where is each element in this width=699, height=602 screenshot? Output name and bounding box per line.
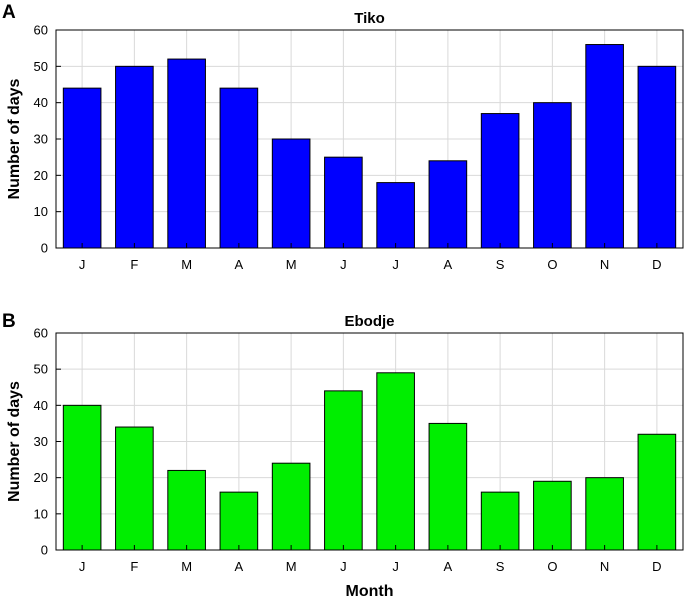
x-tick-label: D (652, 257, 661, 272)
bar-1 (62, 404, 102, 551)
x-tick-label: J (392, 559, 399, 574)
bar-10 (533, 480, 572, 551)
x-tick-label: J (340, 559, 347, 574)
y-tick-label: 30 (34, 132, 48, 147)
bar-3 (167, 469, 206, 551)
bar-6 (324, 390, 363, 551)
x-tick-label: A (235, 559, 244, 574)
y-tick-label: 30 (34, 434, 48, 449)
x-tick-label: M (286, 559, 297, 574)
x-tick-label: S (496, 559, 505, 574)
x-tick-label: M (286, 257, 297, 272)
y-tick-label: 60 (34, 23, 48, 38)
x-tick-label: O (547, 559, 557, 574)
x-tick-label: S (496, 257, 505, 272)
x-tick-label: M (181, 559, 192, 574)
bar-6 (324, 156, 363, 249)
bar-1 (62, 87, 102, 249)
x-tick-label: D (652, 559, 661, 574)
x-tick-label: N (600, 559, 609, 574)
chart-title-ebodje: Ebodje (344, 313, 394, 330)
x-tick-label: J (340, 257, 347, 272)
y-axis-label-tiko: Number of days (6, 78, 23, 199)
bar-8 (428, 160, 468, 249)
x-tick-label: A (444, 559, 453, 574)
x-tick-label: F (130, 257, 138, 272)
panel-tiko: A Tiko Number of days 0 10 20 30 40 50 60 J F M A M… (2, 2, 684, 272)
x-tick-label: J (392, 257, 399, 272)
x-tick-label: J (79, 257, 86, 272)
y-tick-label: 50 (34, 59, 48, 74)
y-tick-label: 10 (34, 506, 48, 521)
y-tick-label: 60 (34, 326, 48, 341)
bar-7 (376, 182, 415, 249)
panel-letter-b: B (2, 311, 16, 332)
y-axis-label-ebodje: Number of days (6, 381, 23, 502)
y-tick-label: 20 (34, 168, 48, 183)
bar-12 (637, 433, 677, 551)
x-tick-label: J (79, 559, 86, 574)
chart-title-tiko: Tiko (354, 10, 385, 27)
y-tick-label: 20 (34, 470, 48, 485)
bar-11 (585, 44, 624, 249)
bar-11 (585, 477, 624, 551)
x-tick-label: O (547, 257, 557, 272)
grid (56, 333, 683, 550)
x-tick-label: M (181, 257, 192, 272)
x-axis-label-ebodje: Month (346, 583, 394, 600)
y-tick-label: 40 (34, 398, 48, 413)
bar-3 (167, 58, 206, 249)
bar-8 (428, 422, 468, 551)
y-tick-label: 10 (34, 204, 48, 219)
bar-5 (271, 138, 311, 249)
bar-9 (480, 491, 520, 551)
x-tick-label: A (235, 257, 244, 272)
bar-10 (533, 102, 572, 249)
panel-letter-a: A (2, 2, 16, 23)
y-tick-label: 50 (34, 362, 48, 377)
y-tick-label: 0 (41, 543, 48, 558)
x-tick-label: F (130, 559, 138, 574)
panel-ebodje: B Ebodje Number of days Month 0 10 20 30 40 5… (2, 311, 684, 600)
plot-frame (55, 332, 684, 551)
plot-frame (55, 29, 684, 249)
x-tick-label: A (444, 257, 453, 272)
bar-9 (480, 113, 520, 249)
bar-12 (637, 65, 677, 249)
x-tick-label: N (600, 257, 609, 272)
y-tick-label: 40 (34, 95, 48, 110)
bar-2 (115, 65, 154, 249)
y-tick-label: 0 (41, 241, 48, 256)
bar-4 (219, 87, 259, 249)
bar-5 (271, 462, 311, 551)
bar-2 (115, 426, 154, 551)
bar-4 (219, 491, 259, 551)
bar-7 (376, 372, 415, 551)
